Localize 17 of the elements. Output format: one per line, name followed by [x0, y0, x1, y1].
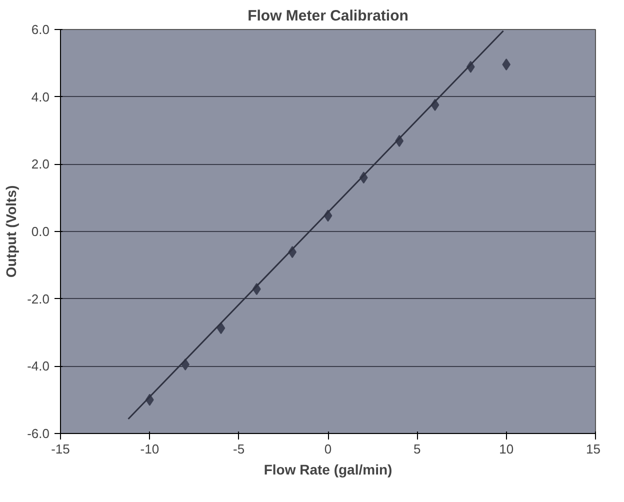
y-axis-title: Output (Volts)	[3, 185, 20, 278]
x-tick-label: 0	[324, 442, 332, 456]
y-tick-label: 2.0	[31, 156, 50, 172]
x-tick-label: 5	[414, 442, 421, 456]
x-tick-label: -10	[140, 442, 160, 456]
y-tick-label: -2.0	[27, 291, 50, 306]
y-tick-label: -4.0	[27, 358, 50, 374]
x-tick-label: 15	[586, 442, 601, 456]
chart-title: Flow Meter Calibration	[248, 8, 408, 24]
x-axis-title: Flow Rate (gal/min)	[264, 462, 392, 478]
y-tick-label: -6.0	[27, 426, 50, 441]
y-tick-label: 4.0	[31, 89, 50, 104]
y-tick-label: 0.0	[31, 224, 50, 239]
y-tick-label: 6.0	[31, 22, 50, 37]
x-tick-label: -5	[233, 442, 245, 456]
x-tick-label: 10	[499, 442, 514, 456]
x-tick-label: -15	[51, 442, 70, 456]
